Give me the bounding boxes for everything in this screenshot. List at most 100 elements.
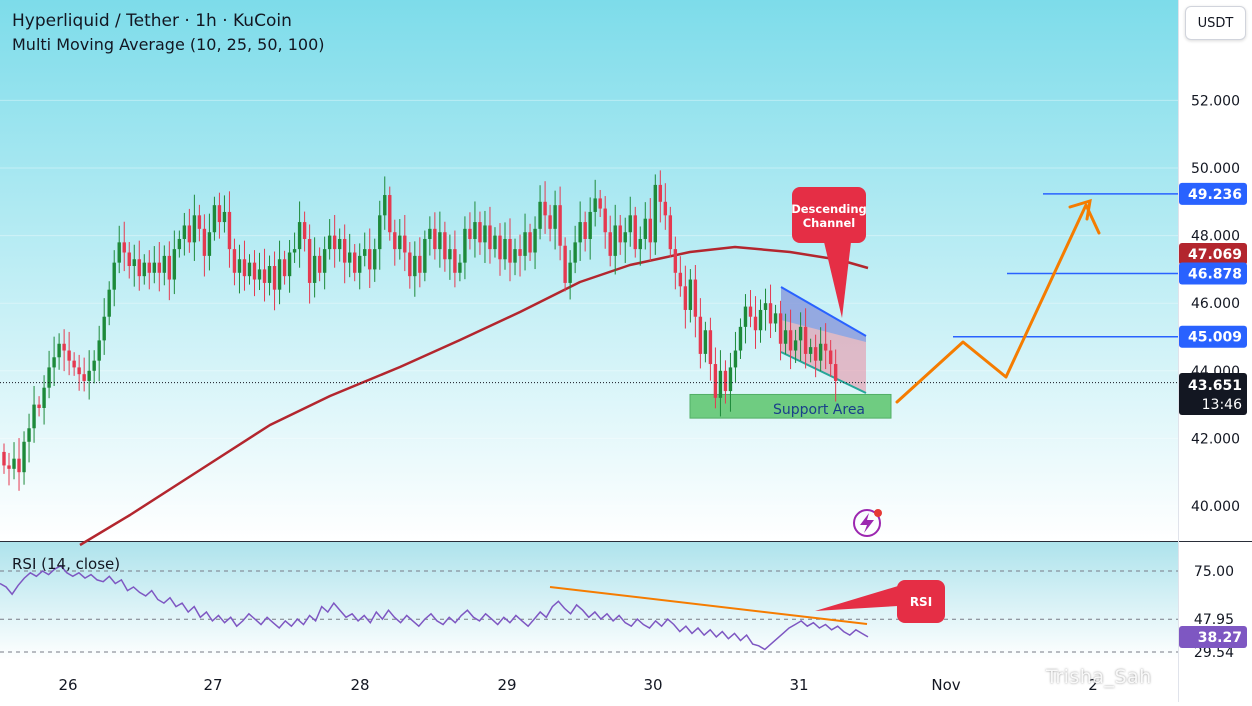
candle-body (37, 404, 41, 408)
candle-body (538, 201, 542, 229)
candle-body (543, 201, 547, 216)
candle-body (733, 350, 738, 368)
candle-body (32, 404, 36, 429)
candle-body (668, 215, 673, 250)
candle-body (803, 326, 808, 354)
last-price-value: 43.651 (1188, 378, 1242, 394)
candle-body (147, 262, 151, 273)
channel-upper-line (780, 286, 867, 337)
time-tick-label: 30 (643, 676, 662, 694)
candle-body (322, 249, 327, 273)
candle-body (573, 242, 577, 263)
rsi-tick-label: 47.95 (1194, 612, 1234, 628)
candle-body (673, 249, 678, 273)
candle-body (117, 242, 121, 263)
candle-body (753, 316, 758, 331)
bolt-icon-dot (874, 509, 882, 517)
candle-body (683, 286, 688, 310)
candle-body (317, 255, 322, 273)
candle-countdown: 13:46 (1202, 397, 1242, 413)
candle-body (342, 238, 347, 263)
level-badge-3: 45.009 (1188, 330, 1242, 346)
candle-body (172, 249, 177, 280)
candle-body (418, 255, 422, 273)
candle-body (232, 249, 237, 273)
candle-body (167, 255, 172, 280)
candle-body (618, 225, 622, 243)
candle-body (568, 262, 572, 283)
candle-body (332, 235, 337, 250)
candle-body (112, 262, 116, 290)
candle-body (663, 201, 668, 216)
candle-body (227, 211, 232, 250)
candle-body (563, 245, 567, 283)
candle-body (708, 330, 713, 365)
candle-body (508, 238, 512, 263)
candle-body (17, 458, 21, 473)
time-tick-label: Nov (931, 676, 960, 694)
candle-body (793, 340, 798, 351)
candle-body (493, 235, 497, 250)
candle-body (828, 350, 833, 365)
candle-body (277, 259, 282, 290)
candle-body (623, 232, 627, 243)
candle-body (122, 242, 126, 253)
candle-body (628, 215, 632, 233)
descending-channel-callout (792, 187, 866, 243)
candle-body (523, 232, 527, 256)
candle-body (102, 316, 106, 341)
time-tick-label: 26 (58, 676, 77, 694)
candle-body (728, 367, 733, 392)
candle-body (593, 198, 597, 212)
candle-body (302, 222, 307, 239)
candle-body (703, 330, 708, 354)
bolt-icon[interactable] (853, 509, 882, 537)
candle-body (758, 309, 763, 331)
candle-body (363, 249, 367, 256)
candle-body (297, 222, 302, 250)
candle-body (378, 215, 382, 250)
candle-body (813, 347, 818, 361)
price-tick-label: 52.000 (1191, 93, 1240, 109)
time-tick-label: 27 (203, 676, 222, 694)
candle-body (713, 364, 718, 398)
rsi-label[interactable]: RSI (14, close) (12, 555, 121, 573)
candle-body (453, 249, 457, 273)
candle-body (818, 343, 823, 361)
descending-channel-pointer (824, 242, 851, 318)
candle-body (518, 249, 522, 256)
rsi-trendline (549, 586, 868, 625)
candle-body (368, 249, 372, 270)
candle-body (187, 225, 192, 243)
candle-body (67, 350, 71, 361)
candle-body (798, 326, 803, 341)
candle-body (738, 326, 743, 351)
candle-body (282, 259, 287, 277)
candle-body (222, 211, 227, 223)
time-axis-pane (0, 660, 1252, 702)
candle-body (653, 184, 657, 243)
candle-body (613, 225, 617, 256)
rsi-value-badge-bg (1179, 626, 1247, 648)
candle-body (157, 262, 162, 273)
candle-body (262, 269, 267, 283)
rsi-value-badge: 38.27 (1198, 630, 1242, 646)
candle-body (22, 441, 26, 473)
indicator-label[interactable]: Multi Moving Average (10, 25, 50, 100) (12, 35, 325, 54)
ma-value-badge: 47.069 (1188, 247, 1242, 263)
candle-body (463, 228, 467, 263)
price-tick-label: 46.000 (1191, 296, 1240, 312)
time-tick-label: 31 (789, 676, 808, 694)
candle-body (312, 255, 317, 283)
candle-body (347, 252, 352, 263)
support-area-box (689, 393, 892, 419)
candle-body (307, 238, 312, 283)
candle-body (373, 249, 377, 270)
candle-body (132, 259, 136, 267)
candle-body (182, 225, 187, 239)
time-tick-label: 29 (497, 676, 516, 694)
candle-body (488, 225, 492, 250)
currency-button[interactable]: USDT (1185, 6, 1246, 40)
candle-body (823, 343, 828, 351)
